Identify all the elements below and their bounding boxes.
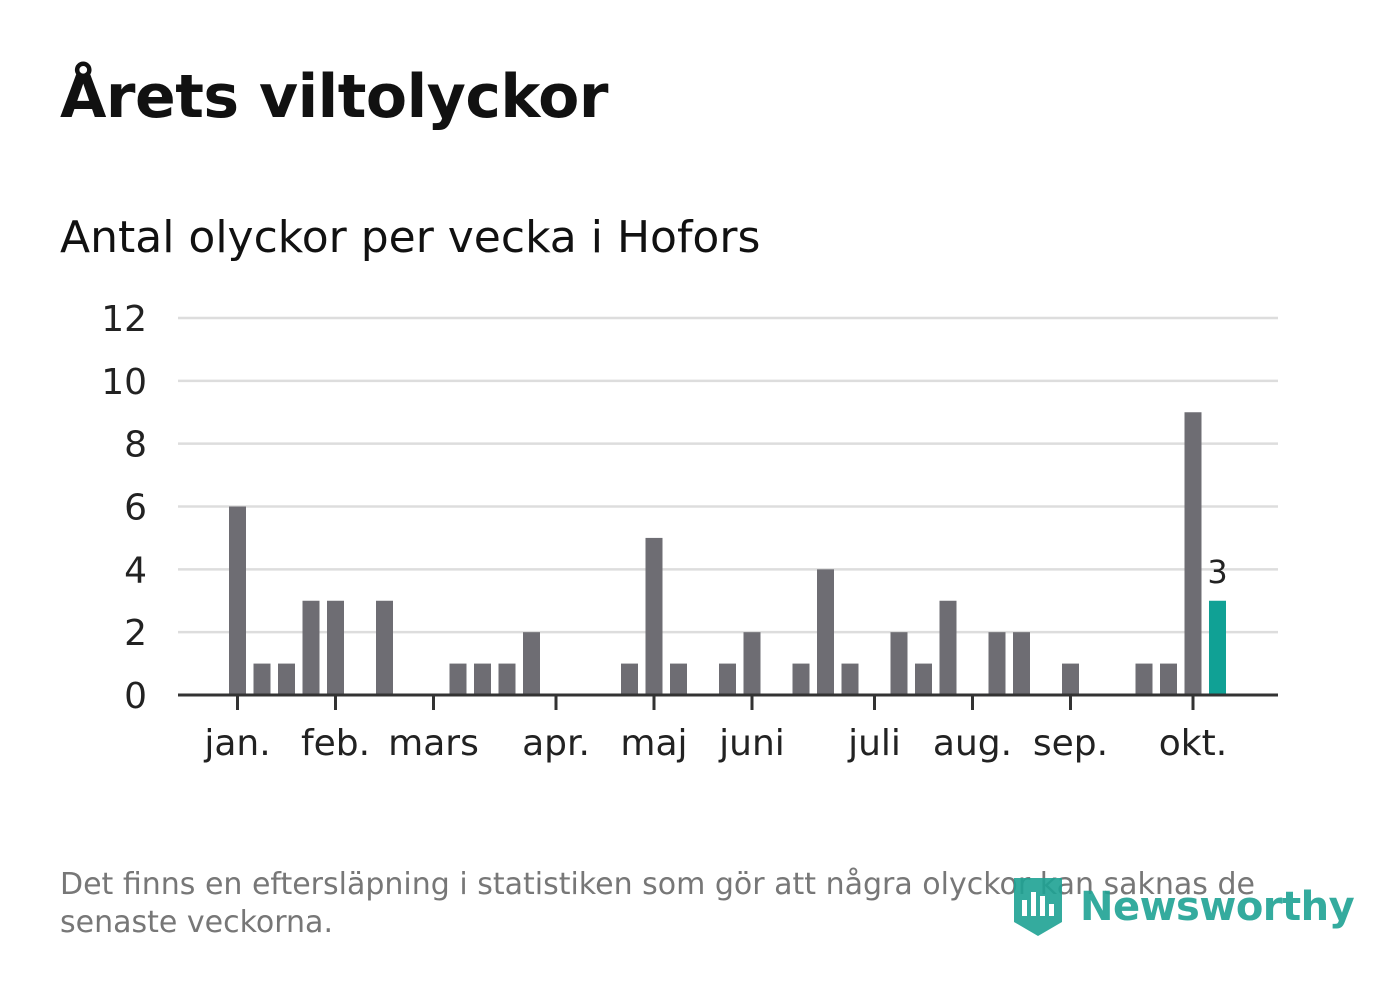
newsworthy-icon — [1014, 878, 1062, 936]
data-label: 3 — [1207, 553, 1227, 591]
y-tick-label: 0 — [124, 676, 147, 717]
bar — [841, 663, 859, 695]
x-tick-label: apr. — [522, 723, 590, 764]
bar — [1135, 663, 1153, 695]
brand-name: Newsworthy — [1080, 884, 1355, 930]
bar — [449, 663, 467, 695]
bar — [743, 632, 761, 695]
bar — [792, 663, 810, 695]
bar — [719, 663, 736, 695]
x-tick-label: aug. — [933, 723, 1012, 764]
newsworthy-logo: Newsworthy — [1010, 874, 1355, 940]
bar — [645, 537, 663, 695]
y-tick-label: 10 — [101, 362, 147, 403]
bar — [939, 600, 957, 695]
bar — [670, 663, 687, 695]
bar — [621, 663, 638, 695]
x-tick-label: mars — [388, 723, 479, 764]
bar — [817, 569, 834, 695]
bar-highlight — [1209, 600, 1226, 695]
bar — [327, 600, 344, 695]
bar — [278, 663, 295, 695]
y-tick-label: 4 — [124, 550, 147, 591]
bar — [1184, 412, 1202, 695]
bar — [376, 600, 393, 695]
bar — [302, 600, 320, 695]
bar — [523, 632, 540, 695]
x-tick-label: sep. — [1033, 723, 1108, 764]
y-tick-label: 8 — [124, 425, 147, 466]
bar — [890, 632, 908, 695]
bar — [474, 663, 491, 695]
bar — [498, 663, 516, 695]
y-tick-label: 12 — [101, 299, 147, 340]
y-tick-label: 6 — [124, 488, 147, 529]
x-tick-label: maj — [620, 723, 687, 764]
bar — [1013, 632, 1030, 695]
chart-subtitle: Antal olyckor per vecka i Hofors — [60, 212, 761, 263]
bar — [915, 663, 932, 695]
x-tick-label: jan. — [203, 723, 270, 764]
bar — [229, 506, 246, 695]
y-tick-label: 2 — [124, 613, 147, 654]
bar — [988, 632, 1006, 695]
bar — [253, 663, 271, 695]
bar — [1062, 663, 1079, 695]
x-tick-label: okt. — [1159, 723, 1227, 764]
x-tick-label: feb. — [301, 723, 370, 764]
chart-title: Årets viltolyckor — [60, 62, 609, 132]
x-tick-label: juli — [847, 723, 901, 764]
bar — [1160, 663, 1177, 695]
x-tick-label: juni — [718, 723, 785, 764]
bar-chart: 0 2 4 6 8 10 12 3 jan. feb. mars apr. maj juni juli aug… — [101, 299, 1278, 764]
